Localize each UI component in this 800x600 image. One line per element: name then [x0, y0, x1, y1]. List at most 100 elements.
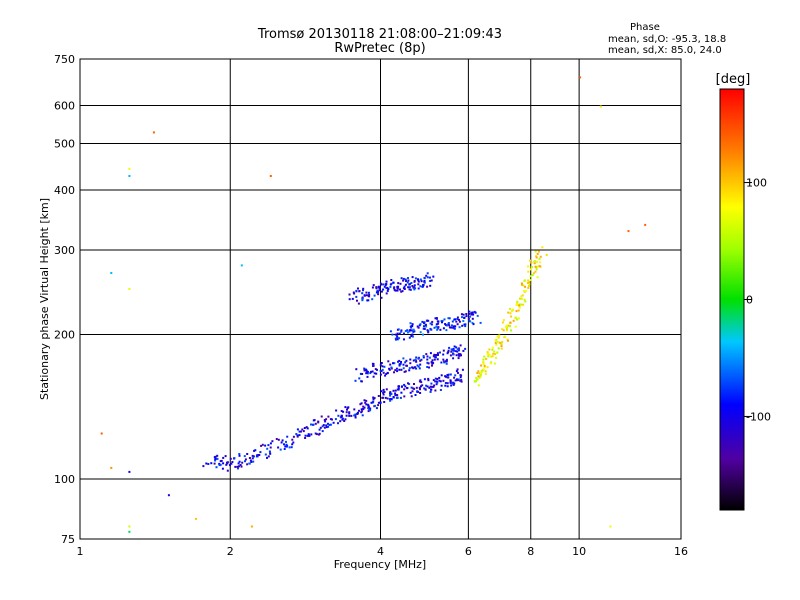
data-point [381, 368, 384, 371]
data-point [388, 367, 391, 370]
data-point [305, 426, 308, 429]
data-point [392, 281, 395, 284]
data-point [539, 261, 542, 264]
data-point [100, 432, 103, 435]
phase-heading: Phase [630, 22, 660, 33]
data-point [408, 286, 411, 289]
data-point [479, 375, 482, 378]
data-point [491, 355, 494, 358]
data-point [446, 352, 449, 355]
data-point [411, 390, 414, 393]
y-tick-label: 100 [54, 473, 75, 486]
data-point [359, 372, 362, 375]
data-point [302, 430, 305, 433]
data-point [372, 375, 375, 378]
data-point [427, 331, 430, 334]
data-point [423, 325, 425, 328]
data-point [340, 415, 343, 418]
data-point [436, 378, 439, 380]
data-point [405, 387, 408, 390]
data-point [379, 364, 382, 367]
data-point [392, 396, 395, 398]
data-point [457, 371, 459, 374]
data-point [329, 418, 332, 421]
data-point [361, 373, 364, 375]
data-point [382, 283, 385, 286]
data-point [110, 272, 113, 274]
data-point [299, 430, 302, 433]
data-point [397, 387, 400, 390]
data-point [367, 295, 370, 297]
data-point [392, 362, 394, 365]
data-point [415, 360, 418, 363]
data-point [437, 320, 440, 323]
data-point [484, 370, 487, 373]
data-point [460, 374, 463, 377]
phase-stat-o: mean, sd,O: -95.3, 18.8 [608, 34, 727, 45]
data-point [415, 386, 418, 389]
data-point [520, 282, 523, 285]
data-point [509, 307, 511, 310]
data-point [389, 399, 392, 402]
data-point [248, 457, 251, 459]
data-point [355, 368, 358, 371]
data-point [403, 288, 406, 290]
data-point [372, 398, 375, 401]
data-point [414, 277, 417, 280]
data-point [448, 317, 451, 320]
data-point [399, 362, 402, 365]
data-point [522, 303, 525, 306]
data-point [325, 424, 328, 427]
data-point [480, 372, 482, 375]
data-point [433, 358, 436, 361]
data-point [457, 357, 460, 360]
data-point [390, 366, 393, 369]
data-point [390, 392, 393, 395]
data-point [250, 461, 253, 463]
data-point [486, 366, 489, 369]
data-point [514, 316, 517, 319]
data-point [268, 450, 271, 453]
data-point [482, 363, 485, 365]
data-point [431, 359, 434, 362]
data-point [128, 175, 131, 177]
data-point [516, 318, 518, 321]
data-point [535, 255, 538, 258]
data-point [226, 469, 229, 472]
data-point [451, 348, 454, 351]
data-point [434, 317, 437, 320]
data-point [380, 283, 383, 286]
data-point [462, 313, 465, 316]
data-point [377, 395, 380, 397]
data-point [484, 372, 487, 375]
data-point [398, 359, 401, 362]
data-point [454, 374, 457, 377]
data-point [493, 350, 496, 353]
data-point [325, 418, 328, 421]
data-point [377, 285, 380, 288]
data-point [210, 462, 213, 465]
data-point [451, 382, 454, 385]
data-point [487, 353, 490, 356]
data-point [428, 366, 430, 369]
x-tick-labels: 1 2 4 6 8 10 16 [77, 545, 689, 558]
data-point [362, 287, 365, 290]
data-point [456, 316, 459, 319]
data-point [442, 349, 445, 352]
data-point [416, 325, 419, 328]
data-point [428, 356, 431, 359]
data-point [531, 274, 534, 277]
phase-stat-x: mean, sd,X: 85.0, 24.0 [608, 45, 722, 56]
data-point [362, 289, 364, 292]
data-point [462, 349, 465, 352]
data-point [450, 350, 453, 353]
data-point [283, 448, 286, 450]
data-point [505, 324, 508, 327]
data-point [498, 341, 501, 344]
data-point [361, 292, 364, 295]
data-point [400, 385, 403, 388]
data-point [431, 320, 434, 323]
data-point [236, 465, 239, 468]
data-point [423, 279, 426, 282]
data-point [389, 363, 392, 366]
